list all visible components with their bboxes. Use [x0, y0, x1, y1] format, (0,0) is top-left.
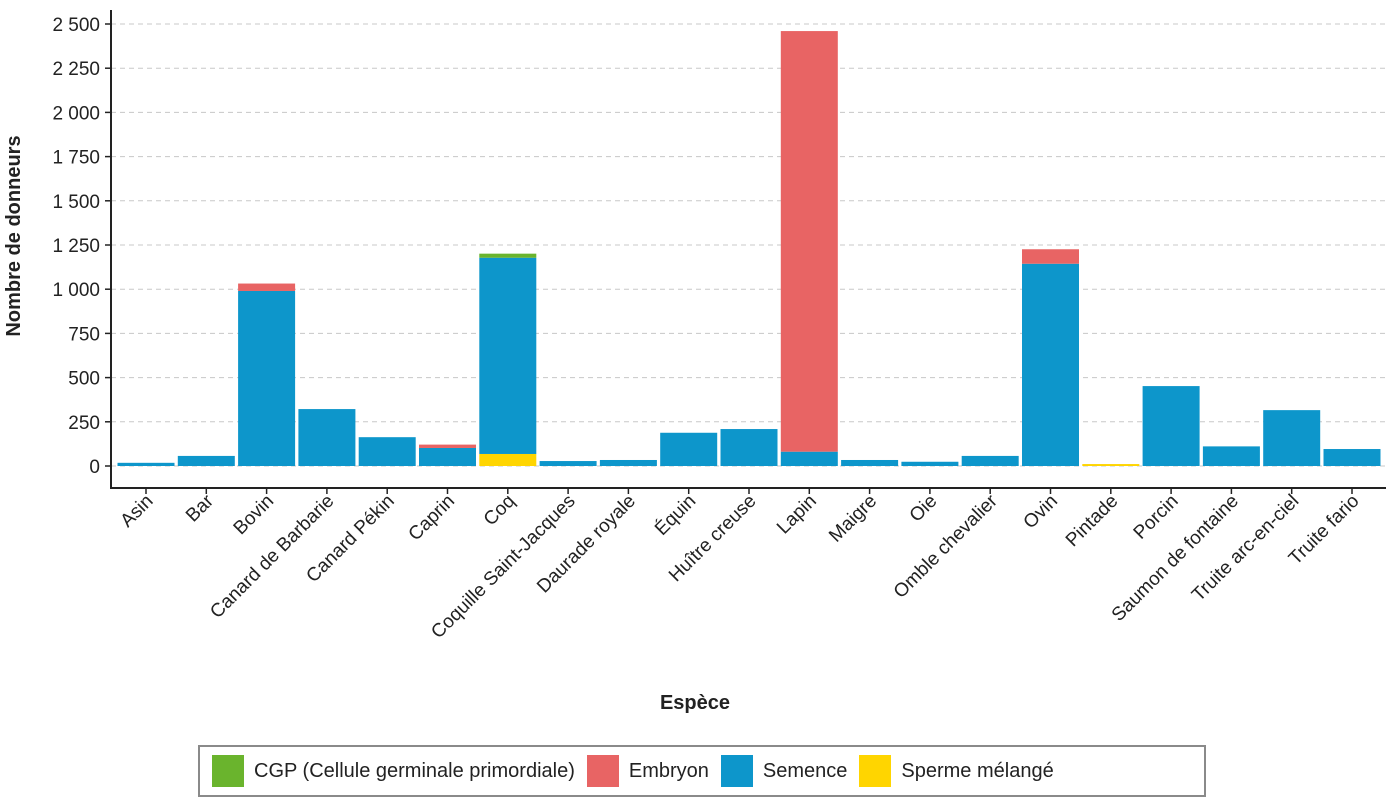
legend-label-cgp: CGP (Cellule germinale primordiale) — [254, 759, 575, 782]
legend-swatch-semence — [720, 755, 753, 787]
x-tick-label-omble-chevalier: Omble chevalier — [890, 490, 1002, 602]
bar-pintade-sperme-melange — [1082, 464, 1140, 466]
y-tick-label: 1 500 — [52, 192, 100, 213]
y-tick-label: 1 750 — [52, 148, 100, 169]
bar-equin-semence — [660, 432, 718, 466]
y-axis-ticks: 0 250 500 750 1 000 1 250 1 500 1 750 2 000 2 250… — [52, 15, 111, 478]
x-tick-label-truite-arc-en-ciel: Truite arc-en-ciel — [1188, 491, 1303, 606]
bar-ovin-embryon — [1022, 249, 1079, 264]
bar-coq-cgp-cellule-germinale-primordiale — [479, 253, 537, 258]
bar-lapin-semence — [780, 451, 838, 466]
x-tick-label-pintade: Pintade — [1062, 491, 1122, 551]
y-tick-label: 2 000 — [52, 103, 100, 124]
x-tick-label-caprin: Caprin — [405, 491, 459, 545]
bar-saumon-de-fontaine-semence — [1202, 446, 1260, 466]
x-tick-label-oie: Oie — [906, 491, 942, 527]
y-tick-label: 1 250 — [52, 236, 100, 257]
x-tick-label-bovin: Bovin — [230, 491, 278, 539]
x-tick-label-asin: Asin — [117, 491, 158, 532]
legend-item-semence: Semence — [720, 755, 848, 787]
y-axis-title: Nombre de donneurs — [3, 135, 25, 336]
legend-label-semence: Semence — [762, 759, 848, 782]
bar-bovin-semence — [238, 290, 296, 466]
bar-truite-arc-en-ciel-semence — [1263, 410, 1321, 466]
bar-huitre-creuse-semence — [720, 429, 778, 466]
bar-porcin-semence — [1142, 386, 1200, 466]
bar-truite-fario-semence — [1323, 449, 1381, 466]
x-tick-label-equin: Équin — [651, 491, 700, 540]
axes — [110, 10, 1386, 489]
legend-item-sperme-melange: Sperme mélangé — [859, 755, 1054, 787]
x-tick-label-bar: Bar — [182, 490, 218, 526]
legend-label-sperme-melange: Sperme mélangé — [901, 759, 1054, 782]
x-tick-label-coq: Coq — [480, 491, 519, 530]
bar-coquille-saint-jacques-semence — [539, 461, 597, 466]
y-tick-label: 1 000 — [52, 280, 100, 301]
y-tick-label: 750 — [68, 324, 100, 345]
stacked-bar-chart: 0 250 500 750 1 000 1 250 1 500 1 750 2 000 2 250… — [3, 10, 1386, 714]
bar-coq-sperme-melange — [479, 453, 537, 466]
bar-maigre-semence — [841, 459, 899, 466]
bar-bar-semence — [177, 455, 235, 466]
y-tick-label: 2 500 — [52, 15, 100, 36]
bar-ovin-semence — [1022, 263, 1079, 466]
x-axis-title: Espèce — [660, 692, 730, 714]
legend-item-cgp: CGP (Cellule germinale primordiale) — [212, 755, 575, 787]
bar-oie-semence — [901, 461, 959, 466]
legend-label-embryon: Embryon — [628, 759, 709, 782]
bar-canard-de-barbarie-semence — [298, 409, 356, 466]
x-tick-label-lapin: Lapin — [773, 491, 821, 539]
bars — [117, 31, 1381, 466]
y-tick-label: 0 — [89, 457, 100, 478]
x-tick-label-maigre: Maigre — [825, 491, 881, 547]
x-tick-label-ovin: Ovin — [1020, 491, 1062, 533]
bar-caprin-embryon — [419, 444, 476, 448]
y-tick-label: 500 — [68, 369, 100, 390]
bar-lapin-embryon — [780, 31, 838, 452]
bar-coq-semence — [479, 257, 537, 454]
legend-item-embryon: Embryon — [586, 755, 709, 787]
bar-asin-semence — [117, 462, 175, 466]
bar-omble-chevalier-semence — [961, 455, 1019, 466]
y-tick-label: 2 250 — [52, 59, 100, 80]
bar-daurade-royale-semence — [599, 459, 657, 466]
bar-bovin-embryon — [238, 283, 296, 291]
legend-swatch-embryon — [586, 755, 619, 787]
x-tick-label-porcin: Porcin — [1130, 491, 1183, 544]
legend-swatch-sperme-melange — [859, 755, 892, 787]
legend: CGP (Cellule germinale primordiale) Embr… — [198, 745, 1206, 797]
bar-caprin-semence — [419, 447, 476, 466]
legend-swatch-cgp — [212, 755, 244, 787]
y-tick-label: 250 — [68, 413, 100, 434]
bar-canard-pekin-semence — [358, 437, 416, 466]
